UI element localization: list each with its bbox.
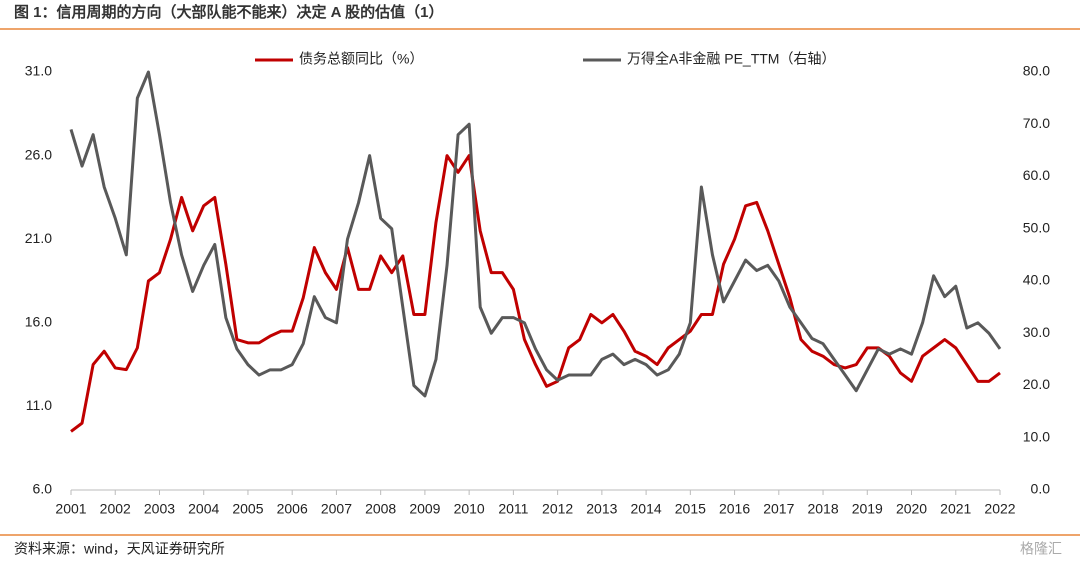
y2-tick-label: 70.0 — [1023, 115, 1050, 131]
x-tick-label: 2009 — [409, 501, 440, 517]
series-line — [69, 70, 1002, 398]
x-tick-label: 2016 — [719, 501, 750, 517]
series-line — [70, 154, 1001, 433]
y2-tick-label: 50.0 — [1023, 219, 1050, 235]
y-tick-label: 31.0 — [25, 63, 52, 79]
x-tick-label: 2008 — [365, 501, 396, 517]
y2-tick-label: 30.0 — [1023, 324, 1050, 340]
x-tick-label: 2006 — [277, 501, 308, 517]
x-tick-label: 2021 — [940, 501, 971, 517]
y-tick-label: 16.0 — [25, 314, 52, 330]
x-tick-label: 2022 — [984, 501, 1015, 517]
y2-tick-label: 0.0 — [1031, 481, 1051, 497]
y2-tick-label: 60.0 — [1023, 167, 1050, 183]
x-tick-label: 2014 — [631, 501, 662, 517]
legend-label: 万得全A非金融 PE_TTM（右轴） — [627, 51, 835, 67]
y-tick-label: 11.0 — [26, 397, 52, 413]
x-tick-label: 2007 — [321, 501, 352, 517]
x-tick-label: 2015 — [675, 501, 706, 517]
x-tick-label: 2011 — [498, 501, 528, 517]
y2-tick-label: 10.0 — [1023, 428, 1050, 444]
y2-tick-label: 80.0 — [1023, 63, 1050, 79]
x-tick-label: 2004 — [188, 501, 219, 517]
y2-tick-label: 20.0 — [1023, 376, 1050, 392]
x-tick-label: 2017 — [763, 501, 794, 517]
watermark: 格隆汇 — [1020, 541, 1062, 557]
y-tick-label: 26.0 — [25, 146, 52, 162]
y-tick-label: 21.0 — [25, 230, 52, 246]
x-tick-label: 2012 — [542, 501, 573, 517]
x-tick-label: 2019 — [852, 501, 883, 517]
legend-label: 债务总额同比（%） — [299, 51, 423, 67]
x-tick-label: 2005 — [232, 501, 263, 517]
x-tick-label: 2020 — [896, 501, 927, 517]
y-tick-label: 6.0 — [33, 481, 53, 497]
source-note: 资料来源：wind，天风证券研究所 — [14, 541, 225, 557]
x-tick-label: 2003 — [144, 501, 175, 517]
x-tick-label: 2010 — [454, 501, 485, 517]
x-tick-label: 2018 — [807, 501, 838, 517]
y2-tick-label: 40.0 — [1023, 272, 1050, 288]
chart-title: 图 1：信用周期的方向（大部队能不能来）决定 A 股的估值（1） — [14, 3, 443, 21]
x-tick-label: 2001 — [55, 501, 86, 517]
x-tick-label: 2013 — [586, 501, 617, 517]
x-tick-label: 2002 — [100, 501, 131, 517]
